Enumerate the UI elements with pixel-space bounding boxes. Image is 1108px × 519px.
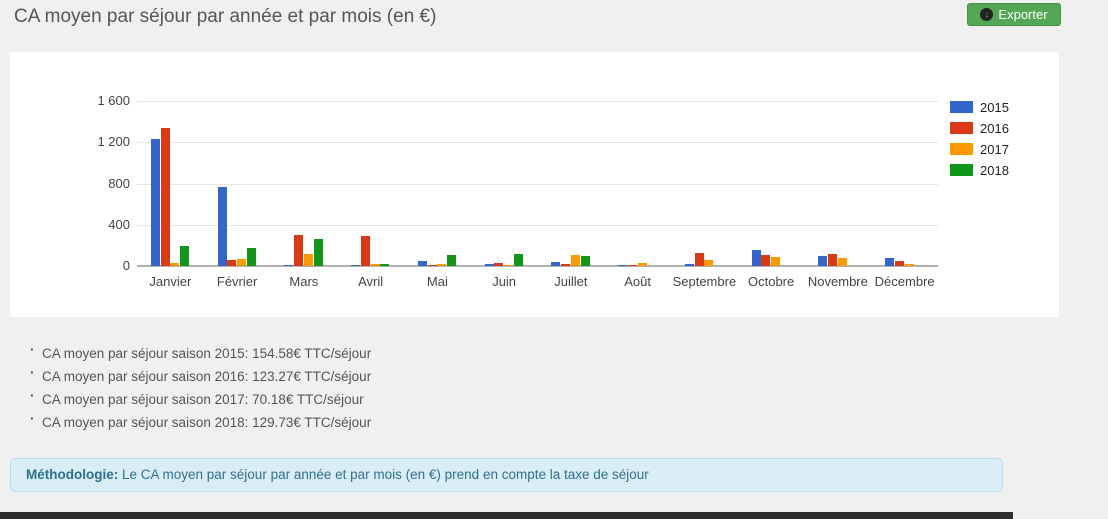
- bar-2018-Mars[interactable]: [313, 238, 323, 266]
- bar-2015-Juillet[interactable]: [551, 261, 561, 266]
- bar-2016-Mai[interactable]: [427, 264, 437, 266]
- bar-2016-Juillet[interactable]: [561, 264, 571, 266]
- bar-2017-Juillet[interactable]: [570, 255, 580, 266]
- export-button-label: Exporter: [998, 7, 1048, 22]
- y-axis-tick-label: 1 600: [97, 93, 130, 108]
- legend-swatch-2017: [950, 143, 973, 155]
- y-axis-tick-label: 0: [122, 258, 130, 273]
- bar-2015-Février[interactable]: [217, 186, 227, 266]
- legend-label-2015: 2015: [980, 100, 1009, 115]
- x-axis-baseline: [137, 265, 938, 267]
- bar-2016-Mars[interactable]: [294, 235, 304, 266]
- bar-2017-Octobre[interactable]: [771, 256, 781, 266]
- bar-2018-Avril[interactable]: [380, 263, 390, 266]
- x-axis-label: Août: [624, 274, 651, 289]
- summary-line-2018: CA moyen par séjour saison 2018: 129.73€…: [30, 407, 371, 434]
- bar-2016-Juin[interactable]: [494, 263, 504, 266]
- bar-2015-Janvier[interactable]: [150, 139, 160, 266]
- x-axis-label: Juin: [492, 274, 517, 289]
- summary-line-2016: CA moyen par séjour saison 2016: 123.27€…: [30, 361, 371, 388]
- bar-2016-Octobre[interactable]: [761, 254, 771, 266]
- y-axis-tick-label: 1 200: [97, 134, 130, 150]
- x-axis-label: Janvier: [149, 274, 192, 289]
- methodology-label: Méthodologie:: [26, 467, 119, 482]
- bar-2015-Octobre[interactable]: [751, 249, 761, 266]
- bar-chart: 0 400 800 1 200 1 600 Janvier Février Mars Avril…: [10, 52, 1059, 317]
- download-circle-icon: ↓: [980, 8, 994, 21]
- footer-edge: [0, 512, 1013, 519]
- bar-2017-Mai[interactable]: [437, 264, 447, 266]
- y-gridline: [137, 183, 938, 185]
- bar-2018-Juin[interactable]: [513, 253, 523, 266]
- x-axis-label: Septembre: [672, 274, 737, 289]
- bar-2016-Février[interactable]: [227, 259, 237, 266]
- legend-swatch-2015: [950, 101, 973, 113]
- bar-2017-Novembre[interactable]: [837, 257, 847, 266]
- bar-2015-Juin[interactable]: [484, 264, 494, 266]
- methodology-text: Le CA moyen par séjour par année et par …: [118, 467, 649, 482]
- y-axis-tick-label: 800: [108, 175, 130, 191]
- x-axis-label: Avril: [358, 274, 384, 289]
- bar-2017-Janvier[interactable]: [170, 263, 180, 266]
- bar-2016-Avril[interactable]: [360, 235, 370, 266]
- x-axis-label: Mars: [289, 274, 319, 289]
- legend-swatch-2016: [950, 122, 973, 134]
- x-axis-label: Mai: [426, 274, 448, 289]
- summary-list: CA moyen par séjour saison 2015: 154.58€…: [30, 338, 371, 434]
- bar-2015-Août[interactable]: [618, 264, 628, 266]
- methodology-note: Méthodologie: Le CA moyen par séjour par…: [10, 458, 1003, 492]
- bar-2017-Décembre[interactable]: [904, 263, 914, 266]
- bar-2015-Mai[interactable]: [417, 260, 427, 266]
- x-axis-label: Octobre: [748, 274, 795, 289]
- bar-2018-Juillet[interactable]: [580, 255, 590, 266]
- legend-label-2018: 2018: [980, 163, 1009, 178]
- bar-2017-Septembre[interactable]: [704, 259, 714, 266]
- legend-label-2016: 2016: [980, 121, 1009, 136]
- bar-2017-Août[interactable]: [637, 262, 647, 266]
- bar-2017-Juin[interactable]: [504, 264, 514, 266]
- bar-2018-Janvier[interactable]: [180, 246, 190, 266]
- bar-2017-Mars[interactable]: [303, 254, 313, 266]
- y-gridline: [137, 142, 938, 144]
- summary-line-2017: CA moyen par séjour saison 2017: 70.18€ …: [30, 384, 371, 411]
- bar-2017-Avril[interactable]: [370, 264, 380, 266]
- x-axis-label: Février: [216, 274, 258, 289]
- y-axis-tick-label: 400: [108, 216, 130, 232]
- bar-2015-Décembre[interactable]: [885, 258, 895, 266]
- bar-2015-Septembre[interactable]: [684, 264, 694, 266]
- bar-2015-Avril[interactable]: [351, 264, 361, 266]
- bar-2015-Mars[interactable]: [284, 264, 294, 266]
- bar-2016-Août[interactable]: [627, 264, 637, 266]
- x-axis-label: Novembre: [807, 274, 868, 289]
- bar-2018-Mai[interactable]: [447, 254, 457, 266]
- page-title: CA moyen par séjour par année et par moi…: [14, 6, 437, 27]
- bar-2015-Novembre[interactable]: [818, 255, 828, 266]
- bar-2016-Septembre[interactable]: [694, 253, 704, 266]
- x-axis-label: Juillet: [554, 274, 588, 289]
- y-gridline: [137, 101, 938, 102]
- legend-label-2017: 2017: [980, 142, 1009, 157]
- bar-2018-Février[interactable]: [246, 247, 256, 266]
- bar-2016-Décembre[interactable]: [894, 260, 904, 266]
- bar-2017-Février[interactable]: [237, 259, 247, 266]
- bar-2016-Janvier[interactable]: [160, 127, 170, 266]
- export-button[interactable]: ↓ Exporter: [967, 3, 1061, 26]
- legend-swatch-2018: [950, 164, 973, 176]
- x-axis-label: Décembre: [874, 274, 935, 289]
- summary-line-2015: CA moyen par séjour saison 2015: 154.58€…: [30, 338, 371, 365]
- bar-2016-Novembre[interactable]: [828, 253, 838, 266]
- y-gridline: [137, 224, 938, 226]
